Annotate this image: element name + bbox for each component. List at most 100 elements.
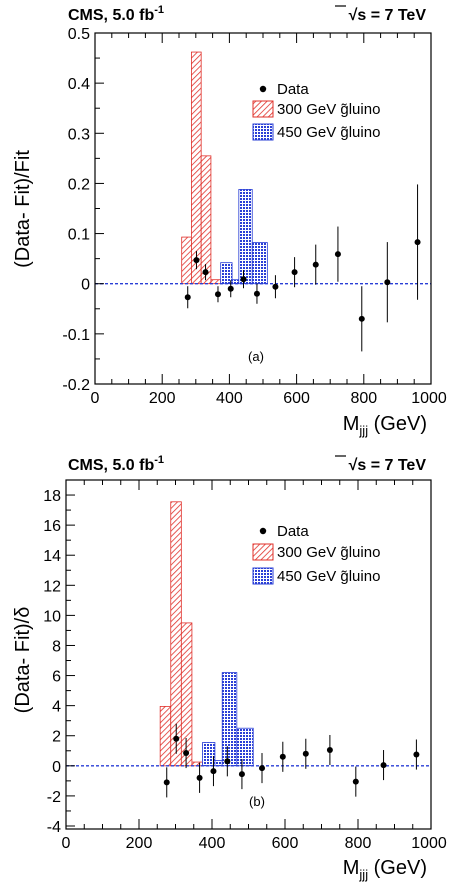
panel-b-gluino-450-bar [236,727,254,767]
panel-a-legend-450-label: 450 GeV g̃luino [277,124,380,141]
panel-a-legend-300-swatch [252,100,274,118]
panel-a-x-tick-label: 800 [350,390,377,407]
panel-a-x-tick-label: 1000 [411,390,447,407]
panel-b-data-point [259,765,266,772]
panel-b-x-tick-label: 600 [272,835,299,852]
panel-a-x-tick-label: 400 [216,390,243,407]
panel-a-legend-300-label: 300 GeV g̃luino [277,101,380,118]
panel-b-label: (b) [249,794,265,809]
panel-b-y-tick-label: 16 [43,518,61,535]
panel-b-x-tick-label: 0 [62,835,71,852]
panel-a-y-tick-label: -0.2 [62,377,90,394]
panel-b-legend-450-label: 450 GeV g̃luino [277,568,380,585]
panel-b-y-tick-label: 14 [43,548,61,565]
panel-a-y-tick-label: 0.1 [68,227,90,244]
panel-b-y-tick-label: 0 [52,759,61,776]
panel-a-gluino-450-bar [251,242,268,285]
panel-b-legend-450-swatch [252,567,274,585]
panel-a-y-tick-label: 0 [81,277,90,294]
panel-a-x-tick-label: 200 [149,390,176,407]
panel-b-data-point [380,762,387,769]
panel-a-ylabel: (Data- Fit)/Fit [12,150,34,268]
panel-b-y-ticks: -4 -2 0 2 4 6 8 10 12 14 16 18 [43,479,75,836]
panel-a-legend: Data 300 GeV g̃luino 450 GeV g̃luino [252,81,380,141]
panel-b-y-tick-label: 8 [52,638,61,655]
panel-b-data-point [183,750,190,757]
panel-a-data-points [184,184,421,352]
panel-b-data-point [173,735,180,742]
panel-b-y-tick-label: 12 [43,578,61,595]
panel-b-data-point [196,774,203,781]
panel-a-x-tick-label: 0 [91,390,100,407]
panel-a-gluino-450-bar [238,189,253,285]
panel-b-data-point [413,751,420,758]
panel-a-data-point [193,257,200,264]
panel-a-y-tick-label: 0.5 [68,26,90,43]
panel-b-data-points [163,723,420,798]
panel-a-legend-data-marker [259,85,267,93]
panel-a-legend-data-label: Data [277,81,309,98]
panel-b-legend-data-label: Data [277,523,309,540]
panel-b-legend-data-marker [259,527,267,535]
panel-a-header-right: √s = 7 TeV [349,7,427,24]
panel-b-y-tick-label: -4 [47,819,61,836]
panel-a-data-point [414,239,421,246]
panel-b-gluino-450-bar [221,672,238,767]
panel-b-data-point [352,778,359,785]
panel-a-xlabel: Mjjj (GeV) [343,413,427,438]
panel-b-y-tick-label: 6 [52,669,61,686]
panel-a-frame [94,32,432,385]
panel-b-gluino-300-bar [180,622,193,767]
panel-b-legend-300-swatch [252,543,274,561]
panel-b-y-tick-label: 4 [52,699,61,716]
panel-a-data-point [312,261,319,268]
panel-a-data-point [384,279,391,286]
panel-b-y-tick-label: -2 [47,789,61,806]
panel-a-gluino-300-bar [181,236,192,285]
panel-b-gluino-300-bar [159,705,172,767]
panel-a-data-point [334,251,341,258]
panel-a-data-point [184,294,191,301]
panel-b-y-tick-label: 18 [43,488,61,505]
panel-a-header-left: CMS, 5.0 fb-1 [68,4,164,24]
panel-a-y-ticks: -0.2 -0.1 0 0.1 0.2 0.3 0.4 0.5 [62,26,104,394]
panel-a-gluino-300-bar [191,51,202,285]
panel-a-data-point [272,283,279,290]
panel-a-y-tick-label: 0.4 [68,76,90,93]
panel-b-data-point [238,771,245,778]
panel-b-x-tick-label: 1000 [411,835,447,852]
panel-b-x-tick-label: 400 [199,835,226,852]
panel-b-gluino-450-bar [214,760,223,767]
panel-b: CMS, 5.0 fb-1 √s = 7 TeV (Data- Fit)/δ -… [12,454,447,882]
panel-a-data-point [227,285,234,292]
panel-a-data-point [358,315,365,322]
panel-b-data-point [326,747,333,754]
panel-b-legend: Data 300 GeV g̃luino 450 GeV g̃luino [252,523,380,585]
panel-b-header-right: √s = 7 TeV [349,457,427,474]
panel-b-x-tick-label: 800 [345,835,372,852]
panel-b-header-left: CMS, 5.0 fb-1 [68,454,164,474]
panel-a-data-point [214,291,221,298]
panel-b-data-point [302,750,309,757]
panel-a-data-point [253,290,260,297]
panel-a-y-tick-label: 0.3 [68,126,90,143]
panel-b-y-tick-label: 10 [43,608,61,625]
panel-b-data-point [210,768,217,775]
panel-a-y-tick-label: 0.2 [68,176,90,193]
panel-b-xlabel: Mjjj (GeV) [343,857,427,882]
panel-b-histograms [159,501,254,767]
panel-b-data-point [224,758,231,765]
panel-a-histograms [181,51,268,285]
panel-a-gluino-300-bar [200,155,212,285]
panel-b-x-tick-label: 200 [126,835,153,852]
panel-a-y-tick-label: -0.1 [62,327,90,344]
panel-b-ylabel: (Data- Fit)/δ [12,607,34,714]
panel-a-legend-450-swatch [252,123,274,141]
panel-a-data-point [291,269,298,276]
panel-b-data-point [279,753,286,760]
panel-b-data-point [163,779,170,786]
panel-b-x-ticks: 0 200 400 600 800 1000 [62,480,447,852]
panel-b-legend-300-label: 300 GeV g̃luino [277,544,380,561]
panel-a-x-tick-label: 600 [283,390,310,407]
